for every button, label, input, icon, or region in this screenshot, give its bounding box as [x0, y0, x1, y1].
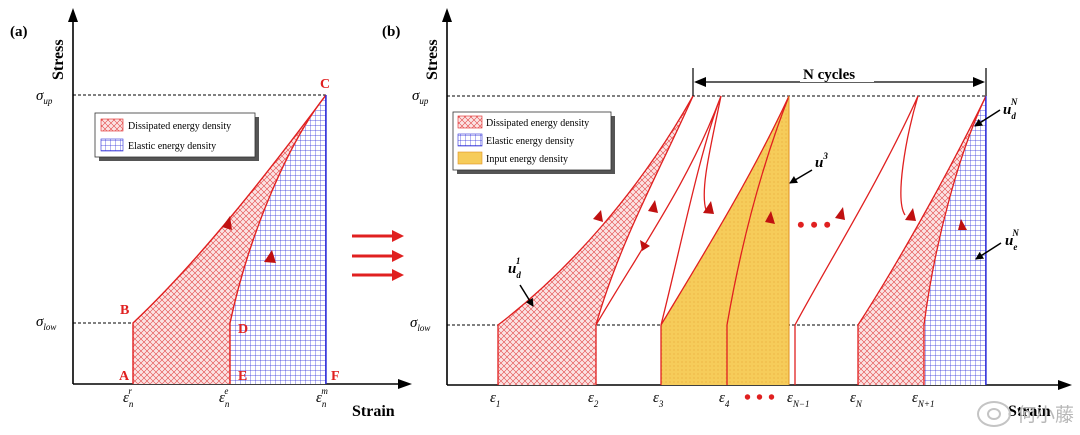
panel-b-x-title: Strain: [1008, 403, 1051, 420]
panel-a-tick-er: εnr: [123, 386, 134, 409]
panel-b-tick-e3: ε3: [653, 390, 664, 409]
watermark-text: 何小藤: [1016, 404, 1074, 426]
annotation-u3-arrow: [789, 169, 813, 184]
point-a: A: [119, 369, 130, 384]
legend-swatch-dissipated: [100, 118, 124, 132]
legend-label-elastic: Elastic energy density: [128, 141, 216, 152]
panel-a-unloading-curve: [229, 94, 327, 384]
legend-b-label-input: Input energy density: [486, 154, 568, 165]
panel-a-sigma-up: σup: [36, 88, 53, 106]
panel-a-unload-arrow: [264, 250, 276, 263]
annotation-ueN-arrow: [975, 242, 1002, 260]
panel-b-tick-en+1: εN+1: [912, 390, 935, 409]
cycle1-unloading: [595, 95, 694, 385]
cycle-n-1-curve: [794, 95, 919, 326]
annotation-ud1-arrow: [519, 284, 534, 307]
point-b: B: [120, 303, 129, 318]
cycle3-input-region: [661, 96, 789, 385]
n-cycles-label: N cycles: [803, 67, 855, 83]
panel-b-sigma-up: σup: [412, 88, 429, 106]
legend-b-swatch-input: [457, 151, 483, 165]
cycle3-loading: [660, 95, 790, 326]
panel-a-x-title: Strain: [352, 403, 395, 420]
panel-b-label: (b): [382, 24, 400, 40]
panel-b-legend: Dissipated energy density Elastic energy…: [452, 111, 615, 174]
panel-a: (a) Stress Strain σup σlow B A C D E F ε…: [10, 8, 412, 420]
panel-a-legend: Dissipated energy density Elastic energy…: [94, 112, 259, 161]
panel-a-elastic-region: [230, 95, 326, 384]
point-d: D: [238, 322, 248, 337]
panel-a-tick-em: εnm: [316, 386, 328, 409]
point-f: F: [331, 369, 340, 384]
annotation-ueN: ueN: [1005, 228, 1019, 252]
tick-ellipsis: • • •: [744, 387, 775, 409]
cycleN-loading: [857, 95, 987, 385]
cycle1-loading: [497, 95, 694, 385]
panel-b-tick-en: εN: [850, 390, 863, 409]
watermark: 何小藤: [976, 400, 1074, 427]
annotation-ud1: ud1: [508, 256, 521, 280]
panel-b-tick-e4: ε4: [719, 390, 730, 409]
annotation-u3: u3: [815, 151, 828, 171]
legend-swatch-elastic: [100, 138, 124, 152]
cycleN-elastic-region: [924, 96, 986, 385]
panel-b-tick-e2: ε2: [588, 390, 599, 409]
panel-a-y-axis-arrow: [68, 8, 78, 22]
panel-a-tick-ee: εne: [219, 386, 230, 409]
annotation-udN: udN: [1003, 97, 1018, 121]
panel-a-dissipated-region: [133, 95, 326, 384]
panel-a-label: (a): [10, 24, 28, 40]
panel-b-y-axis-arrow: [442, 8, 452, 22]
cycle3-unloading: [726, 95, 790, 385]
legend-b-swatch-dissipated: [457, 115, 483, 129]
wechat-logo-icon: [976, 400, 1011, 427]
legend-b-label-dissipated: Dissipated energy density: [486, 118, 589, 129]
panel-b-y-title: Stress: [424, 39, 441, 80]
legend-b-label-elastic: Elastic energy density: [486, 136, 574, 147]
cycle-ellipsis: • • •: [797, 212, 831, 237]
panel-a-sigma-low: σlow: [36, 314, 56, 332]
point-c: C: [320, 77, 330, 92]
panel-b-x-axis-arrow: [1058, 380, 1072, 390]
panel-a-load-arrow: [222, 216, 232, 230]
panel-b-tick-en-1: εN−1: [787, 390, 810, 409]
cycle1-dissipated-region: [498, 96, 693, 385]
legend-label-dissipated: Dissipated energy density: [128, 121, 231, 132]
annotation-udN-arrow: [974, 109, 1001, 127]
cycleN-dissipated-region: [858, 96, 986, 385]
panel-b-tick-e1: ε1: [490, 390, 500, 409]
transition-arrows: [352, 230, 404, 281]
point-e: E: [238, 369, 247, 384]
panel-b-sigma-low: σlow: [410, 315, 430, 333]
legend-b-swatch-elastic: [457, 133, 483, 147]
panel-b: (b) Stress Strain σup σlow N cycles: [382, 8, 1072, 420]
panel-a-y-title: Stress: [50, 39, 67, 80]
panel-a-x-axis-arrow: [398, 379, 412, 389]
